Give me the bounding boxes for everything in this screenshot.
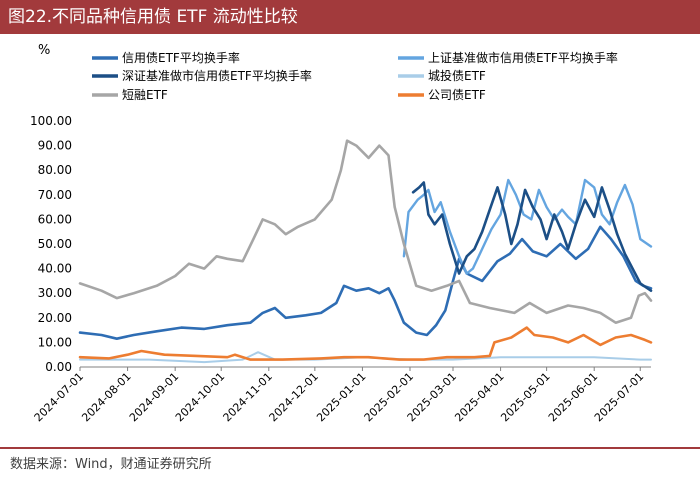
series-line-3 bbox=[411, 181, 653, 293]
legend-label-4: 城投债ETF bbox=[428, 68, 486, 83]
x-tick-label: 2025-07-01 bbox=[592, 370, 646, 424]
y-tick-label: 10.00 bbox=[38, 335, 72, 349]
y-tick-label: 60.00 bbox=[38, 212, 72, 226]
legend-label-1: 信用债ETF平均换手率 bbox=[122, 50, 240, 65]
series-line-6 bbox=[78, 326, 653, 361]
x-tick-label: 2024-12-01 bbox=[267, 370, 321, 424]
chart-legend: 信用债ETF平均换手率 上证基准做市信用债ETF平均换手率深证基准做市信用债ETF… bbox=[92, 50, 618, 102]
series-line-1 bbox=[78, 225, 653, 341]
y-tick-label: 0.00 bbox=[45, 360, 72, 374]
y-tick-label: 100.00 bbox=[30, 114, 72, 128]
x-tick-label: 2024-10-01 bbox=[173, 370, 227, 424]
y-tick-label: 70.00 bbox=[38, 188, 72, 202]
y-tick-label: 40.00 bbox=[38, 262, 72, 276]
legend-label-5: 短融ETF bbox=[122, 88, 168, 102]
y-tick-label: 20.00 bbox=[38, 311, 72, 325]
title-bar: 图22.不同品种信用债 ETF 流动性比较 bbox=[0, 0, 700, 34]
y-tick-label: 30.00 bbox=[38, 286, 72, 300]
y-tick-label: 50.00 bbox=[38, 237, 72, 251]
legend-label-2: 上证基准做市信用债ETF平均换手率 bbox=[428, 50, 618, 65]
y-tick-label: 80.00 bbox=[38, 163, 72, 177]
figure-title: 图22.不同品种信用债 ETF 流动性比较 bbox=[8, 7, 298, 27]
x-tick-label: 2025-01-01 bbox=[314, 370, 368, 424]
y-tick-label: 90.00 bbox=[38, 139, 72, 153]
legend-label-3: 深证基准做市信用债ETF平均换手率 bbox=[122, 68, 312, 83]
legend-label-6: 公司债ETF bbox=[428, 88, 486, 102]
x-tick-label: 2025-05-01 bbox=[498, 370, 552, 424]
data-source-note: 数据来源：Wind，财通证券研究所 bbox=[10, 457, 212, 472]
series-line-2 bbox=[402, 178, 653, 275]
source-divider bbox=[0, 447, 700, 449]
x-tick-label: 2024-07-01 bbox=[32, 370, 86, 424]
series-line-5 bbox=[78, 139, 653, 325]
plot-area: 0.00 10.00 20.00 30.00 40.00 50.00 60.00 70.00 8… bbox=[30, 114, 653, 424]
x-tick-label: 2024-08-01 bbox=[79, 370, 133, 424]
y-axis-unit-label: % bbox=[38, 43, 50, 58]
line-chart: 信用债ETF平均换手率 上证基准做市信用债ETF平均换手率深证基准做市信用债ETF… bbox=[30, 43, 653, 424]
